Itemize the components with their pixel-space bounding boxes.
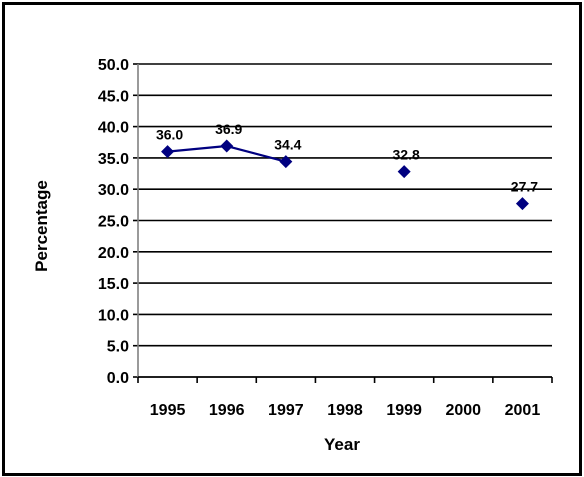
data-labels: 36.0 36.9 34.4 32.8 27.7 bbox=[156, 121, 538, 195]
y-tick-label: 10.0 bbox=[98, 307, 129, 324]
y-tick-label: 5.0 bbox=[107, 339, 129, 356]
y-tick-label: 40.0 bbox=[98, 120, 129, 137]
y-tick-label: 45.0 bbox=[98, 88, 129, 105]
series-line-segment bbox=[167, 144, 227, 153]
data-point-marker bbox=[161, 145, 175, 159]
y-tick-label: 0.0 bbox=[107, 370, 129, 387]
data-label: 34.4 bbox=[274, 137, 301, 153]
series-group bbox=[161, 139, 529, 211]
x-tick-label: 2000 bbox=[445, 402, 481, 419]
y-tick-label: 35.0 bbox=[98, 151, 129, 168]
y-tick-label: 30.0 bbox=[98, 182, 129, 199]
data-label: 27.7 bbox=[511, 179, 538, 195]
x-tick-label: 1999 bbox=[386, 402, 422, 419]
data-point-marker bbox=[515, 197, 529, 211]
data-point-marker bbox=[279, 155, 293, 169]
gridlines bbox=[138, 63, 552, 378]
x-axis-label: Year bbox=[324, 435, 360, 454]
data-label: 32.8 bbox=[393, 147, 420, 163]
data-point-marker bbox=[220, 139, 234, 153]
y-tick-label: 20.0 bbox=[98, 245, 129, 262]
y-axis-ticks: 0.0 5.0 10.0 15.0 20.0 25.0 30.0 35.0 40.0 45.0 50… bbox=[98, 57, 139, 387]
y-tick-label: 50.0 bbox=[98, 57, 129, 74]
line-chart: 0.0 5.0 10.0 15.0 20.0 25.0 30.0 35.0 40.0 45.0 50… bbox=[32, 57, 553, 454]
data-label: 36.9 bbox=[215, 121, 242, 137]
y-tick-label: 15.0 bbox=[98, 276, 129, 293]
series-line-segment bbox=[226, 144, 287, 163]
x-tick-label: 2001 bbox=[505, 402, 541, 419]
x-tick-label: 1995 bbox=[150, 402, 186, 419]
y-tick-label: 25.0 bbox=[98, 214, 129, 231]
x-tick-label: 1998 bbox=[327, 402, 363, 419]
x-tick-label: 1996 bbox=[209, 402, 245, 419]
data-point-marker bbox=[397, 165, 411, 179]
x-tick-label: 1997 bbox=[268, 402, 304, 419]
data-label: 36.0 bbox=[156, 127, 183, 143]
x-axis-ticks: 1995 1996 1997 1998 1999 2000 2001 bbox=[137, 376, 553, 419]
y-axis-label: Percentage bbox=[32, 180, 51, 272]
